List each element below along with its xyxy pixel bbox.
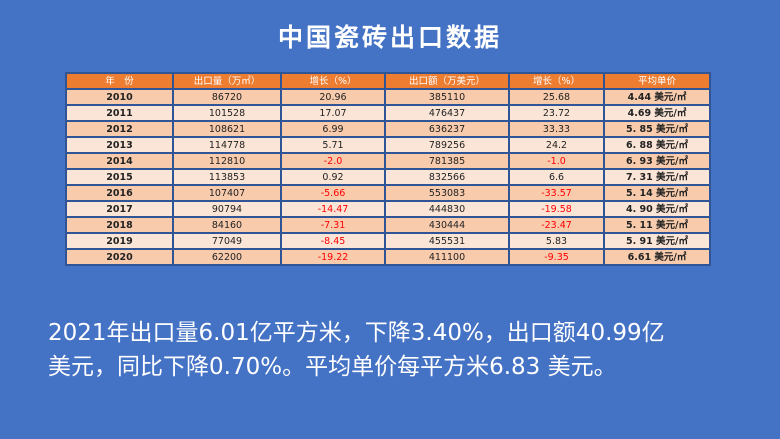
table-cell: -8.45 [280,232,386,250]
column-header: 出口额（万美元） [384,72,510,90]
table-row: 2010 86720 20.96 385110 25.68 4.44 美元/㎡ [65,88,711,106]
table-cell: 2014 [65,152,174,170]
table-cell: 6.6 [508,168,605,186]
table-cell: 86720 [172,88,282,106]
table-cell: -19.22 [280,248,386,266]
table-cell: 5. 91 美元/㎡ [603,232,711,250]
table-cell: 2015 [65,168,174,186]
table-row: 2020 62200 -19.22 411100 -9.35 6.61 美元/㎡ [65,248,711,266]
table-cell: -23.47 [508,216,605,234]
table-cell: 90794 [172,200,282,218]
table-cell: -19.58 [508,200,605,218]
table-cell: 2013 [65,136,174,154]
table-row: 2011 101528 17.07 476437 23.72 4.69 美元/㎡ [65,104,711,122]
table-cell: 24.2 [508,136,605,154]
table-cell: 84160 [172,216,282,234]
table-cell: -9.35 [508,248,605,266]
summary-text: 2021年出口量6.01亿平方米，下降3.40%，出口额40.99亿 美元，同比… [48,316,768,384]
table-cell: 62200 [172,248,282,266]
table-cell: 23.72 [508,104,605,122]
table-cell: 112810 [172,152,282,170]
table-cell: 113853 [172,168,282,186]
table-cell: 5.71 [280,136,386,154]
table-cell: -2.0 [280,152,386,170]
table-cell: 4.44 美元/㎡ [603,88,711,106]
table-cell: 385110 [384,88,510,106]
table-cell: 6. 93 美元/㎡ [603,152,711,170]
export-data-table: 年 份出口量（万㎡） 增长（%） 出口额（万美元） 增长（%） 平均单价 2010 867… [65,72,711,266]
table-cell: 77049 [172,232,282,250]
table-cell: 4. 90 美元/㎡ [603,200,711,218]
table-cell: 114778 [172,136,282,154]
table-cell: 5. 85 美元/㎡ [603,120,711,138]
table-cell: 430444 [384,216,510,234]
table-cell: 4.69 美元/㎡ [603,104,711,122]
table-cell: 7. 31 美元/㎡ [603,168,711,186]
table-cell: 476437 [384,104,510,122]
summary-line-2: 美元，同比下降0.70%。平均单价每平方米6.83 美元。 [48,354,617,380]
table-cell: 455531 [384,232,510,250]
table-cell: 33.33 [508,120,605,138]
table-row: 2018 84160 -7.31 430444 -23.47 5. 11 美元/㎡ [65,216,711,234]
table-row: 2012 108621 6.99 636237 33.33 5. 85 美元/㎡ [65,120,711,138]
column-header: 增长（%） [508,72,605,90]
table-row: 2019 77049 -8.45 455531 5.83 5. 91 美元/㎡ [65,232,711,250]
table-cell: 444830 [384,200,510,218]
table-cell: -1.0 [508,152,605,170]
table-header-row: 年 份出口量（万㎡） 增长（%） 出口额（万美元） 增长（%） 平均单价 [65,72,711,90]
table-cell: -14.47 [280,200,386,218]
table-cell: 6.99 [280,120,386,138]
table-cell: 2018 [65,216,174,234]
table-cell: 101528 [172,104,282,122]
table-cell: -7.31 [280,216,386,234]
table-cell: 6. 88 美元/㎡ [603,136,711,154]
table-row: 2013 114778 5.71 789256 24.2 6. 88 美元/㎡ [65,136,711,154]
table-cell: 5. 14 美元/㎡ [603,184,711,202]
table-cell: 5.83 [508,232,605,250]
column-header: 平均单价 [603,72,711,90]
table-cell: 2016 [65,184,174,202]
table-cell: 2012 [65,120,174,138]
table-cell: 6.61 美元/㎡ [603,248,711,266]
table-row: 2014 112810 -2.0 781385 -1.0 6. 93 美元/㎡ [65,152,711,170]
table-row: 2015 113853 0.92 832566 6.6 7. 31 美元/㎡ [65,168,711,186]
table-cell: 0.92 [280,168,386,186]
table-cell: 20.96 [280,88,386,106]
table-cell: 107407 [172,184,282,202]
page-title: 中国瓷砖出口数据 [277,23,502,52]
column-header: 增长（%） [280,72,386,90]
table-cell: 553083 [384,184,510,202]
table-cell: 2019 [65,232,174,250]
table-cell: 17.07 [280,104,386,122]
table-cell: 636237 [384,120,510,138]
table-cell: 2010 [65,88,174,106]
summary-line-1: 2021年出口量6.01亿平方米，下降3.40%，出口额40.99亿 [48,320,665,346]
table-cell: -5.66 [280,184,386,202]
table-cell: 789256 [384,136,510,154]
table-cell: 411100 [384,248,510,266]
table-cell: -33.57 [508,184,605,202]
table-row: 2016 107407 -5.66 553083 -33.57 5. 14 美元/㎡ [65,184,711,202]
column-header: 出口量（万㎡） [172,72,282,90]
table-cell: 2017 [65,200,174,218]
table-cell: 781385 [384,152,510,170]
table-cell: 832566 [384,168,510,186]
table-cell: 5. 11 美元/㎡ [603,216,711,234]
column-header: 年 份 [65,72,174,90]
table-cell: 2020 [65,248,174,266]
table-cell: 108621 [172,120,282,138]
table-row: 2017 90794 -14.47 444830 -19.58 4. 90 美元/㎡ [65,200,711,218]
table-cell: 2011 [65,104,174,122]
table-cell: 25.68 [508,88,605,106]
